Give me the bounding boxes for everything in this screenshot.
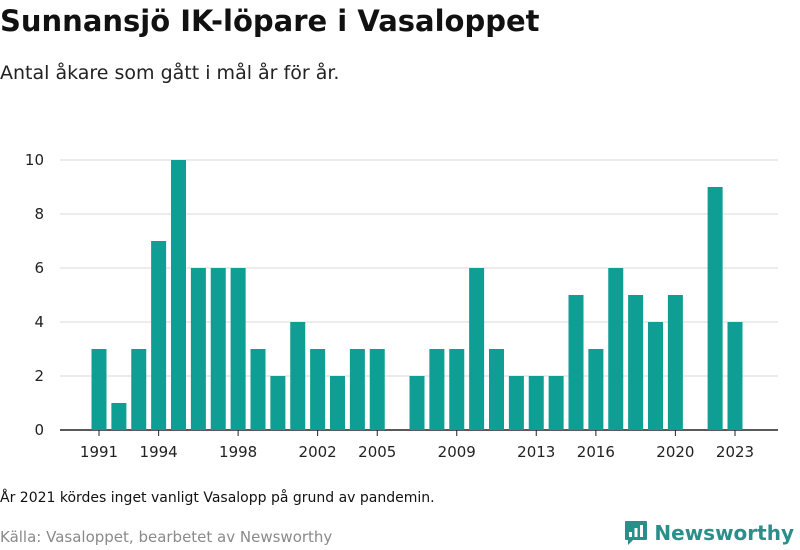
bar-2009 <box>449 349 465 430</box>
source-text: Källa: Vasaloppet, bearbetet av Newswort… <box>0 528 333 546</box>
bar-2010 <box>469 268 485 430</box>
bar-2016 <box>588 349 604 430</box>
bar-2017 <box>608 268 624 430</box>
bar-2015 <box>568 295 584 430</box>
x-tick-label: 2016 <box>577 443 615 461</box>
bar-1997 <box>210 268 226 430</box>
y-tick-label: 10 <box>25 151 44 169</box>
bar-2013 <box>528 376 544 430</box>
brand-logo: Newsworthy <box>624 520 794 546</box>
bar-layer <box>91 160 743 430</box>
y-tick-label: 8 <box>34 205 44 223</box>
bar-1992 <box>111 403 127 430</box>
bar-2008 <box>429 349 445 430</box>
chart-title: Sunnansjö IK-löpare i Vasaloppet <box>0 4 540 38</box>
bar-1995 <box>171 160 186 430</box>
bar-2011 <box>489 349 504 430</box>
chart-subtitle: Antal åkare som gått i mål år för år. <box>0 62 340 84</box>
bar-2023 <box>727 322 743 430</box>
brand-name: Newsworthy <box>654 521 794 545</box>
axis-layer: 0 2 4 6 8 10 1991 1994 1998 2002 2005 2009 2013 2016 2… <box>25 151 754 461</box>
x-tick-label: 1998 <box>219 443 257 461</box>
chart-note: År 2021 kördes inget vanligt Vasalopp på… <box>0 490 435 506</box>
bar-2001 <box>290 322 306 430</box>
bar-chart: 0 2 4 6 8 10 1991 1994 1998 2002 2005 2009 2013 2016 2… <box>25 151 778 461</box>
x-tick-label: 2023 <box>716 443 754 461</box>
bar-2019 <box>648 322 663 430</box>
bar-2002 <box>310 349 326 430</box>
y-tick-label: 6 <box>34 259 44 277</box>
y-tick-label: 4 <box>34 313 44 331</box>
bar-2012 <box>508 376 524 430</box>
x-tick-label: 2002 <box>299 443 337 461</box>
bar-1998 <box>230 268 246 430</box>
y-tick-label: 0 <box>34 421 44 439</box>
x-tick-label: 2009 <box>438 443 476 461</box>
bar-1991 <box>91 349 107 430</box>
bar-2004 <box>349 349 365 430</box>
x-tick-label: 1994 <box>140 443 178 461</box>
bar-2022 <box>707 187 723 430</box>
bar-1994 <box>151 241 167 430</box>
bar-2018 <box>628 295 644 430</box>
bar-2000 <box>270 376 286 430</box>
bar-1993 <box>131 349 147 430</box>
x-tick-label: 2005 <box>358 443 396 461</box>
bar-2005 <box>369 349 385 430</box>
bar-2020 <box>667 295 683 430</box>
x-tick-label: 1991 <box>80 443 118 461</box>
bar-2007 <box>409 376 425 430</box>
y-tick-label: 2 <box>34 367 44 385</box>
x-tick-label: 2013 <box>517 443 555 461</box>
bar-1996 <box>190 268 206 430</box>
x-tick-label: 2020 <box>656 443 694 461</box>
bar-2014 <box>548 376 564 430</box>
bar-1999 <box>250 349 266 430</box>
newsworthy-logo-icon <box>625 521 648 545</box>
bar-2003 <box>330 376 345 430</box>
